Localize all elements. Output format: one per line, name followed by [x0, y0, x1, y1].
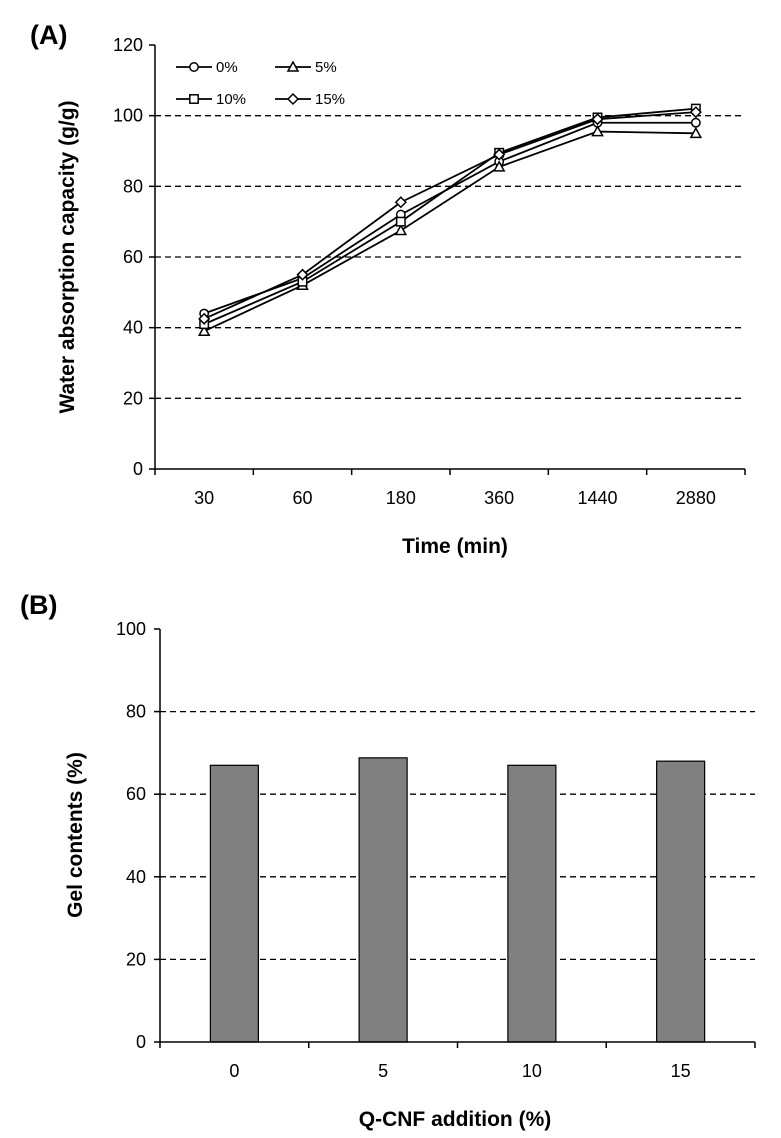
x-axis-title: Q-CNF addition (%): [359, 1108, 551, 1131]
data-point-15pct: [689, 106, 702, 119]
data-point-0pct: [690, 117, 701, 128]
series-line-10pct: [203, 107, 696, 325]
bar-0: [209, 764, 259, 1043]
x-tick-label: 5: [378, 1061, 388, 1081]
legend-marker-0pct: [189, 62, 199, 72]
bar-5: [358, 757, 408, 1043]
series-line-15pct: [203, 111, 696, 320]
x-tick-label: 10: [522, 1061, 542, 1081]
y-tick-label: 80: [123, 176, 143, 196]
y-axis-title: Water absorption capacity (g/g): [56, 100, 79, 413]
legend-label-10pct: 10%: [216, 91, 246, 108]
series-line-5pct: [203, 130, 696, 333]
x-axis-title: Time (min): [402, 535, 508, 558]
legend-label-5pct: 5%: [315, 59, 337, 76]
panel-b-bar-chart: (B) 0 20 40 60 80 100 0 5 10 15 Gel contents (%)…: [20, 590, 756, 1131]
y-tick-label: 20: [126, 949, 146, 969]
x-tick-label: 15: [671, 1061, 691, 1081]
y-tick-label: 100: [113, 106, 143, 126]
y-tick-label: 0: [133, 459, 143, 479]
legend-label-0pct: 0%: [216, 59, 238, 76]
data-point-5pct: [197, 324, 211, 336]
bar-15: [656, 760, 706, 1043]
data-point-10pct: [395, 216, 406, 227]
x-tick-label: 360: [484, 488, 514, 508]
data-point-15pct: [296, 268, 309, 281]
y-tick-label: 0: [136, 1032, 146, 1052]
x-tick-label: 180: [386, 488, 416, 508]
panel-a-line-chart: (A) 0 20 40 60 80 100 120 30 60 180 360 1440 2880 0…: [30, 20, 746, 558]
panel-b-label: (B): [20, 590, 57, 620]
data-point-5pct: [591, 125, 604, 137]
data-point-5pct: [394, 223, 408, 236]
y-tick-label: 80: [126, 702, 146, 722]
panel-a-label: (A): [30, 20, 67, 50]
data-point-5pct: [492, 160, 506, 172]
data-point-15pct: [394, 196, 407, 209]
legend-label-15pct: 15%: [315, 91, 345, 108]
y-tick-label: 40: [123, 318, 143, 338]
y-tick-label: 60: [123, 247, 143, 267]
y-axis-title: Gel contents (%): [64, 752, 87, 918]
data-point-15pct: [198, 312, 211, 325]
y-tick-label: 100: [116, 619, 146, 639]
x-tick-label: 60: [292, 488, 312, 508]
y-tick-label: 120: [113, 35, 143, 55]
data-point-15pct: [493, 148, 506, 161]
data-point-15pct: [591, 113, 604, 126]
legend-marker-5pct: [286, 60, 300, 72]
y-tick-label: 60: [126, 784, 146, 804]
x-tick-label: 2880: [676, 488, 716, 508]
x-tick-label: 1440: [577, 488, 617, 508]
x-tick-label: 30: [194, 488, 214, 508]
data-point-5pct: [689, 126, 703, 139]
legend-marker-15pct: [286, 92, 300, 106]
legend: 0% 5% 10% 15%: [176, 59, 345, 108]
legend-marker-10pct: [189, 94, 199, 104]
y-tick-label: 20: [123, 388, 143, 408]
bar-10: [507, 764, 557, 1043]
y-tick-label: 40: [126, 867, 146, 887]
x-tick-label: 0: [229, 1061, 239, 1081]
